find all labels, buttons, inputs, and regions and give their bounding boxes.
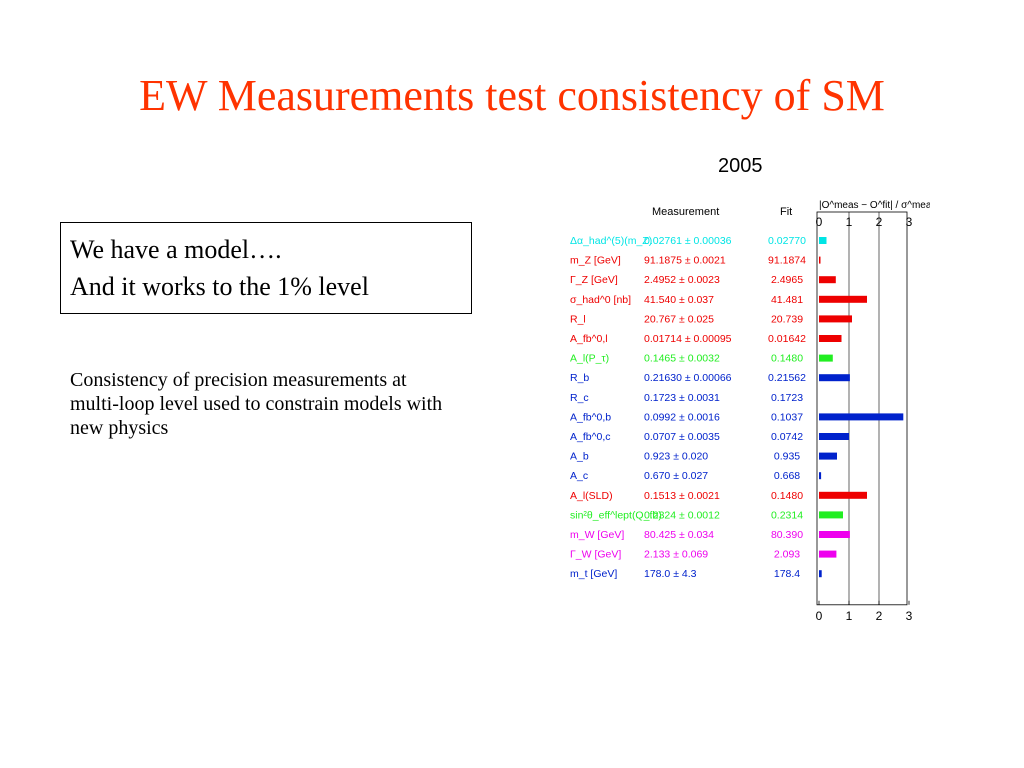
- fit-column-header: Fit: [780, 206, 792, 218]
- year-label: 2005: [718, 155, 763, 177]
- bottom-tick-label-2: 2: [876, 609, 883, 623]
- row-measurement-7: 0.21630 ± 0.00066: [644, 372, 732, 384]
- row-fit-3: 41.481: [771, 294, 803, 306]
- row-fit-0: 0.02770: [768, 235, 806, 247]
- row-fit-15: 80.390: [771, 529, 803, 541]
- row-name-8: R_c: [570, 392, 589, 404]
- pull-bar-11: [819, 452, 837, 460]
- row-fit-8: 0.1723: [771, 392, 803, 404]
- pull-bar-4: [819, 315, 852, 323]
- row-measurement-10: 0.0707 ± 0.0035: [644, 431, 720, 443]
- row-fit-11: 0.935: [774, 451, 800, 463]
- row-measurement-15: 80.425 ± 0.034: [644, 529, 714, 541]
- row-name-16: Γ_W [GeV]: [570, 549, 621, 561]
- row-measurement-16: 2.133 ± 0.069: [644, 549, 708, 561]
- bottom-tick-label-3: 3: [906, 609, 913, 623]
- row-name-7: R_b: [570, 372, 589, 384]
- row-fit-13: 0.1480: [771, 490, 803, 502]
- row-name-5: A_fb^0,l: [570, 333, 608, 345]
- row-measurement-2: 2.4952 ± 0.0023: [644, 274, 720, 286]
- pull-bar-0: [819, 237, 827, 244]
- row-fit-5: 0.01642: [768, 333, 806, 345]
- model-line-2: And it works to the 1% level: [70, 272, 369, 301]
- row-name-11: A_b: [570, 451, 589, 463]
- row-measurement-4: 20.767 ± 0.025: [644, 313, 714, 325]
- row-measurement-5: 0.01714 ± 0.00095: [644, 333, 732, 345]
- model-box: We have a model…. And it works to the 1%…: [60, 222, 472, 314]
- pull-bar-2: [819, 276, 836, 284]
- row-fit-12: 0.668: [774, 470, 800, 482]
- row-name-0: Δα_had^(5)(m_Z): [570, 235, 652, 247]
- row-fit-6: 0.1480: [771, 353, 803, 365]
- pull-bar-1: [819, 256, 821, 264]
- row-measurement-3: 41.540 ± 0.037: [644, 294, 714, 306]
- pull-column-header: |O^meas − O^fit| / σ^meas: [819, 200, 930, 211]
- pull-chart: Measurement Fit |O^meas − O^fit| / σ^meas 0…: [570, 200, 930, 623]
- pull-bar-7: [819, 374, 850, 382]
- row-fit-17: 178.4: [774, 568, 800, 580]
- row-measurement-14: 0.2324 ± 0.0012: [644, 509, 720, 521]
- consistency-text: Consistency of precision measurements at…: [70, 369, 443, 439]
- row-name-14: sin²θ_eff^lept(Q_fb): [570, 509, 662, 521]
- pull-bar-16: [819, 550, 837, 558]
- row-fit-14: 0.2314: [771, 509, 803, 521]
- pull-bar-12: [819, 472, 822, 480]
- pull-bar-3: [819, 295, 867, 303]
- row-measurement-6: 0.1465 ± 0.0032: [644, 353, 720, 365]
- row-fit-10: 0.0742: [771, 431, 803, 443]
- row-name-1: m_Z [GeV]: [570, 255, 621, 267]
- row-fit-4: 20.739: [771, 313, 803, 325]
- row-measurement-11: 0.923 ± 0.020: [644, 451, 708, 463]
- row-measurement-0: 0.02761 ± 0.00036: [644, 235, 732, 247]
- row-measurement-9: 0.0992 ± 0.0016: [644, 411, 720, 423]
- slide-title: EW Measurements test consistency of SM: [139, 71, 885, 120]
- row-fit-2: 2.4965: [771, 274, 803, 286]
- pull-bar-6: [819, 354, 833, 362]
- bottom-tick-label-0: 0: [816, 609, 823, 623]
- row-name-17: m_t [GeV]: [570, 568, 617, 580]
- row-name-9: A_fb^0,b: [570, 411, 611, 423]
- bottom-tick-label-1: 1: [846, 609, 853, 623]
- plot-frame: [816, 211, 908, 606]
- row-name-2: Γ_Z [GeV]: [570, 274, 618, 286]
- pull-bar-10: [819, 433, 849, 440]
- pull-bar-9: [819, 413, 904, 421]
- row-measurement-17: 178.0 ± 4.3: [644, 568, 697, 580]
- row-name-6: A_l(P_τ): [570, 353, 609, 365]
- row-measurement-13: 0.1513 ± 0.0021: [644, 490, 720, 502]
- row-name-12: A_c: [570, 470, 588, 482]
- top-tick-label-3: 3: [906, 215, 913, 229]
- pull-bar-17: [819, 570, 822, 578]
- row-fit-9: 0.1037: [771, 411, 803, 423]
- top-tick-label-0: 0: [816, 215, 823, 229]
- model-line-1: We have a model….: [70, 235, 282, 264]
- measurement-column-header: Measurement: [652, 206, 719, 218]
- pull-bar-13: [819, 491, 867, 499]
- pull-bar-15: [819, 531, 850, 538]
- row-name-15: m_W [GeV]: [570, 529, 624, 541]
- row-fit-1: 91.1874: [768, 255, 806, 267]
- row-measurement-1: 91.1875 ± 0.0021: [644, 255, 726, 267]
- row-measurement-12: 0.670 ± 0.027: [644, 470, 708, 482]
- row-measurement-8: 0.1723 ± 0.0031: [644, 392, 720, 404]
- pull-bar-5: [819, 335, 842, 342]
- pull-bar-14: [819, 511, 843, 519]
- row-name-3: σ_had^0 [nb]: [570, 294, 631, 306]
- row-name-13: A_l(SLD): [570, 490, 613, 502]
- row-name-4: R_l: [570, 313, 586, 325]
- row-name-10: A_fb^0,c: [570, 431, 611, 443]
- top-tick-label-2: 2: [876, 215, 883, 229]
- top-tick-label-1: 1: [846, 215, 853, 229]
- row-fit-16: 2.093: [774, 549, 800, 561]
- row-fit-7: 0.21562: [768, 372, 806, 384]
